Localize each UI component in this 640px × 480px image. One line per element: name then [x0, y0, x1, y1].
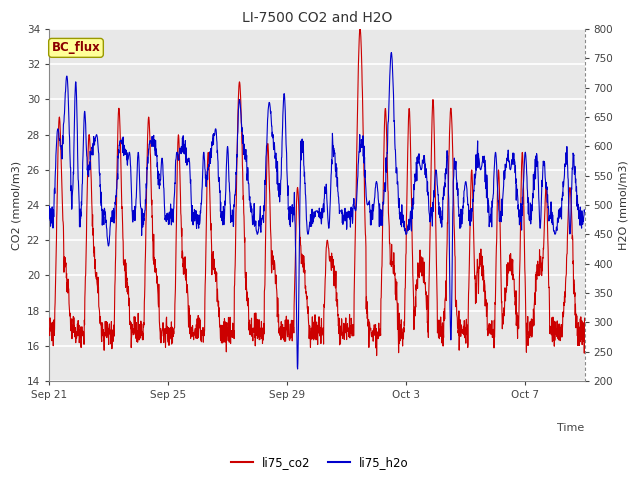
- Legend: li75_co2, li75_h2o: li75_co2, li75_h2o: [227, 452, 413, 474]
- Text: Time: Time: [557, 423, 584, 433]
- Text: BC_flux: BC_flux: [52, 41, 100, 54]
- Title: LI-7500 CO2 and H2O: LI-7500 CO2 and H2O: [241, 11, 392, 25]
- Y-axis label: CO2 (mmol/m3): CO2 (mmol/m3): [11, 160, 21, 250]
- Y-axis label: H2O (mmol/m3): H2O (mmol/m3): [619, 160, 629, 250]
